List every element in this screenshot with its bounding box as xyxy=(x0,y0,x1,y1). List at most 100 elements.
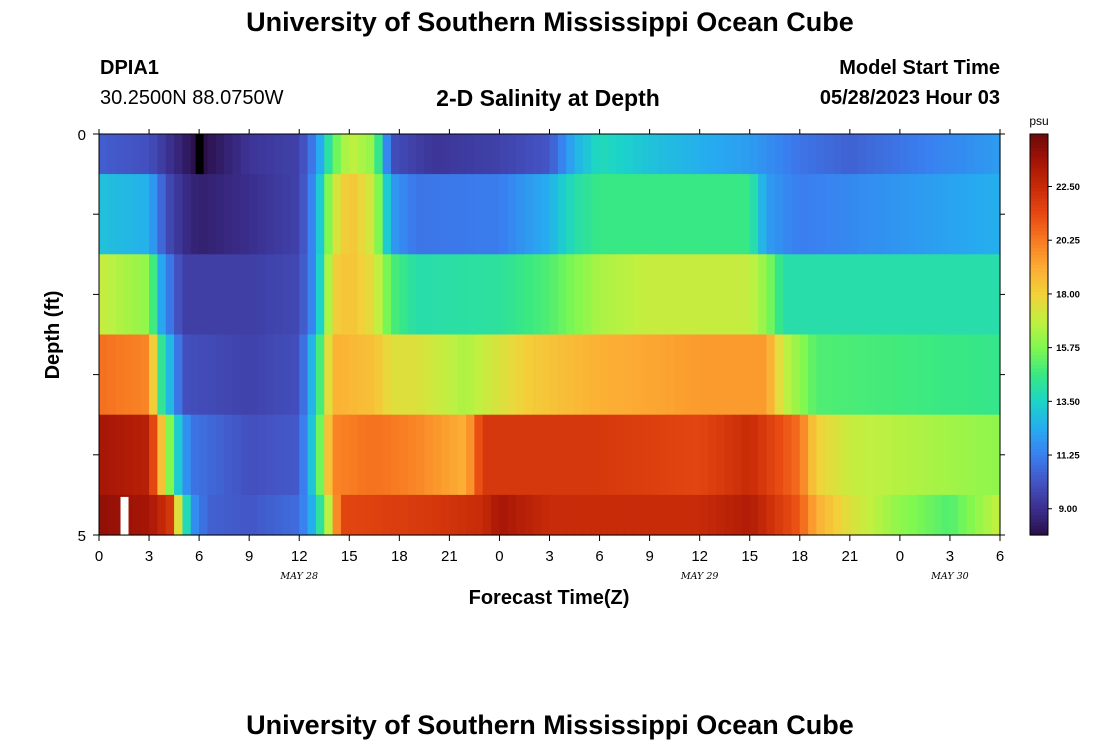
heatmap-cell xyxy=(632,174,642,255)
heatmap-cell xyxy=(157,494,167,536)
heatmap-cell xyxy=(332,174,342,255)
heatmap-cell xyxy=(474,254,484,336)
heatmap-cell xyxy=(841,414,851,496)
heatmap-cell xyxy=(174,254,184,336)
heatmap-cell xyxy=(507,134,517,175)
colorbar-band xyxy=(1030,508,1048,513)
colorbar-band xyxy=(1030,374,1048,379)
heatmap-cell xyxy=(532,254,542,336)
colorbar-band xyxy=(1030,337,1048,342)
heatmap-cell xyxy=(908,414,918,496)
heatmap-cell xyxy=(557,414,567,496)
x-tick-label: 18 xyxy=(791,548,808,565)
heatmap-cell xyxy=(949,174,959,255)
colorbar-band xyxy=(1030,311,1048,316)
heatmap-cell xyxy=(132,174,142,255)
heatmap-cell xyxy=(974,254,984,336)
heatmap-cell xyxy=(124,254,133,336)
heatmap-cell xyxy=(616,254,626,336)
heatmap-cell xyxy=(349,494,359,536)
heatmap-cell xyxy=(149,134,158,175)
colorbar-band xyxy=(1030,451,1048,456)
heatmap-cell xyxy=(541,134,551,175)
heatmap-cell xyxy=(382,134,392,175)
heatmap-cell xyxy=(874,134,884,175)
heatmap-cell xyxy=(783,254,793,336)
heatmap-cell xyxy=(507,494,517,536)
heatmap-cell xyxy=(741,334,751,416)
colorbar-band xyxy=(1030,297,1048,302)
heatmap-cell xyxy=(215,494,225,536)
heatmap-cell xyxy=(357,494,367,536)
heatmap-cell xyxy=(991,414,1001,496)
heatmap-cell xyxy=(132,494,142,536)
colorbar-band xyxy=(1030,271,1048,275)
colorbar-band xyxy=(1030,284,1048,289)
x-tick-label: 15 xyxy=(341,548,358,565)
heatmap-cell xyxy=(174,334,184,416)
heatmap-cell xyxy=(99,134,108,175)
heatmap-cell xyxy=(549,174,559,255)
heatmap-cell xyxy=(357,414,367,496)
colorbar-band xyxy=(1030,200,1048,205)
heatmap-cell xyxy=(883,494,893,536)
heatmap-cell xyxy=(382,174,392,255)
heatmap-cell xyxy=(666,414,676,496)
heatmap-cell xyxy=(165,334,175,416)
colorbar-band xyxy=(1030,331,1048,336)
colorbar-band xyxy=(1030,401,1048,406)
heatmap-cell xyxy=(182,334,192,416)
heatmap-cell xyxy=(708,334,717,416)
colorbar-band xyxy=(1030,147,1048,152)
heatmap-cell xyxy=(899,414,909,496)
heatmap-cell xyxy=(691,134,701,175)
heatmap-cell xyxy=(591,334,601,416)
colorbar-band xyxy=(1030,314,1048,319)
heatmap-cell xyxy=(557,494,567,536)
heatmap-cell xyxy=(808,254,818,336)
heatmap-cell xyxy=(274,334,284,416)
heatmap-cell xyxy=(365,414,375,496)
heatmap-cell xyxy=(674,334,684,416)
colorbar-band xyxy=(1030,260,1048,265)
heatmap-cell xyxy=(733,174,742,255)
heatmap-cell xyxy=(157,174,167,255)
heatmap-cell xyxy=(499,134,509,175)
heatmap-cell xyxy=(741,134,751,175)
heatmap-cell xyxy=(858,254,868,336)
colorbar-band xyxy=(1030,254,1048,259)
heatmap-cell xyxy=(958,414,968,496)
colorbar-band xyxy=(1030,431,1048,436)
axes: 0 3 6 9 12 15 18 21 0 3 6 9 12 15 18 21 0 3 6 MAY 28 MAY 29 M… xyxy=(78,127,1005,582)
colorbar-band xyxy=(1030,354,1048,359)
heatmap-cell xyxy=(399,134,409,175)
colorbar-band xyxy=(1030,531,1048,536)
heatmap-cell xyxy=(315,174,325,255)
heatmap-cell xyxy=(924,334,934,416)
heatmap-cell xyxy=(741,174,751,255)
heatmap-cell xyxy=(290,494,300,536)
heatmap-cell xyxy=(566,414,576,496)
heatmap-cell xyxy=(315,334,325,416)
heatmap-cell xyxy=(132,254,142,336)
heatmap-cell xyxy=(924,134,934,175)
heatmap-cell xyxy=(666,334,676,416)
heatmap-cell xyxy=(332,414,342,496)
heatmap-cell xyxy=(299,494,309,536)
heatmap-cell xyxy=(441,494,450,536)
heatmap-cell xyxy=(491,494,501,536)
heatmap-cell xyxy=(165,414,175,496)
heatmap-cell xyxy=(657,334,667,416)
heatmap-cell xyxy=(199,174,209,255)
x-tick-label: 21 xyxy=(841,548,858,565)
heatmap-cell xyxy=(799,254,809,336)
heatmap-cell xyxy=(299,414,309,496)
heatmap-cell xyxy=(783,334,793,416)
colorbar-band xyxy=(1030,230,1048,235)
heatmap-cell xyxy=(816,334,826,416)
colorbar-band xyxy=(1030,448,1048,453)
heatmap-cell xyxy=(974,174,984,255)
heatmap-cell xyxy=(441,134,450,175)
heatmap-cell xyxy=(933,414,943,496)
x-tick-label: 9 xyxy=(245,548,253,565)
